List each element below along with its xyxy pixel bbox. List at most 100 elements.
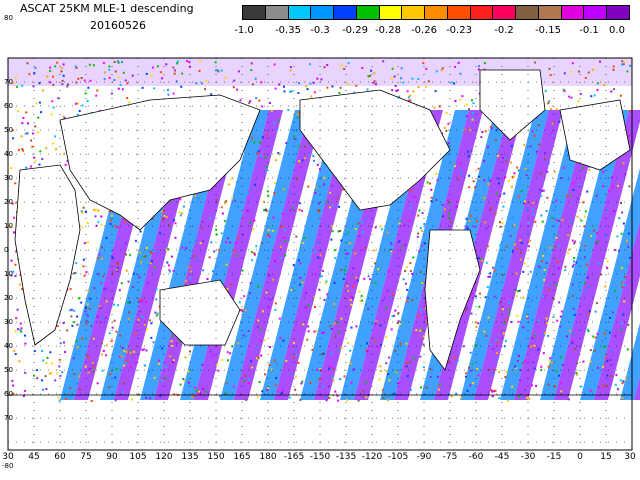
swath-pixel [493,368,496,371]
coastline-europe [559,99,631,171]
swath-pixel [80,77,83,79]
swath-pixel [472,180,475,183]
swath-pixel [132,305,135,308]
swath-pixel [114,376,117,379]
swath-pixel [382,60,385,63]
swath-pixel [592,335,595,338]
swath-pixel [304,306,307,309]
swath-pixel [157,250,160,253]
swath-pixel [496,282,499,284]
swath-pixel [411,273,414,275]
swath-pixel [184,356,187,359]
swath-pixel [381,228,384,231]
swath-pixel [173,69,176,72]
swath-pixel [83,274,86,277]
swath-pixel [215,199,218,202]
swath-pixel [312,155,315,158]
swath-pixel [138,276,141,279]
swath-pixel [125,253,127,256]
swath-pixel [365,396,368,399]
swath-pixel [330,352,333,355]
swath-pixel [336,321,339,324]
swath-pixel [490,389,493,392]
swath-pixel [534,220,537,223]
swath-pixel [472,102,475,105]
swath-pixel [331,204,334,207]
swath-pixel [385,336,388,339]
swath-pixel [227,359,229,362]
swath-pixel [400,77,403,80]
swath-pixel [524,167,527,170]
swath-pixel [159,232,162,235]
swath-pixel [201,363,204,366]
swath-pixel [621,286,624,289]
swath-pixel [317,202,320,205]
swath-pixel [84,307,87,309]
swath-pixel [24,371,27,374]
swath-pixel [143,348,146,351]
swath-pixel [20,327,23,330]
swath-pixel [113,61,116,63]
swath-pixel [352,368,355,371]
swath-pixel [497,177,500,180]
swath-pixel [178,340,181,343]
swath-pixel [46,75,49,78]
swath-pixel [549,74,552,76]
swath-pixel [514,289,517,291]
swath-pixel [89,367,92,370]
swath-pixel [583,225,586,228]
swath-pixel [441,67,444,70]
swath-pixel [18,283,21,286]
swath-pixel [326,86,329,89]
swath-pixel [24,342,27,345]
swath-pixel [117,60,119,63]
swath-pixel [165,216,168,219]
swath-pixel [471,118,474,121]
swath-pixel [408,379,411,382]
swath-pixel [108,210,111,213]
swath-pixel [399,220,402,223]
longitude-label: 105 [129,452,147,462]
swath-pixel [204,88,206,91]
swath-pixel [419,227,422,230]
swath-pixel [17,110,20,113]
swath-pixel [397,320,400,323]
swath-pixel [220,69,223,72]
swath-pixel [170,255,173,258]
swath-pixel [253,252,256,255]
swath-pixel [316,77,319,80]
map-frame [7,57,633,451]
swath-pixel [117,263,119,266]
swath-pixel [467,150,470,153]
swath-pixel [459,168,462,171]
swath-pixel [338,91,341,94]
swath-pixel [373,80,376,83]
swath-pixel [264,156,267,159]
swath-pixel [573,257,576,260]
swath-pixel [374,262,377,265]
swath-pixel [281,185,283,188]
swath-pixel [619,94,622,97]
swath-pixel [520,242,523,244]
swath-pixel [525,174,528,177]
colorbar-segment [447,6,471,19]
swath-pixel [108,68,111,71]
swath-pixel [422,62,425,65]
swath-pixel [447,122,450,125]
swath-pixel [456,359,459,362]
swath-pixel [406,90,409,93]
swath-pixel [572,340,575,343]
swath-pixel [157,362,160,365]
swath-pixel [317,241,320,244]
swath-pixel [91,368,94,371]
swath-pixel [265,166,268,169]
swath-pixel [188,61,191,64]
swath-pixel [538,143,541,146]
swath-pixel [267,229,270,232]
swath-pixel [494,139,497,142]
swath-pixel [566,195,569,198]
swath-pixel [514,365,517,368]
swath-band [514,110,603,400]
swath-pixel [148,369,151,372]
swath-pixel [280,257,282,260]
